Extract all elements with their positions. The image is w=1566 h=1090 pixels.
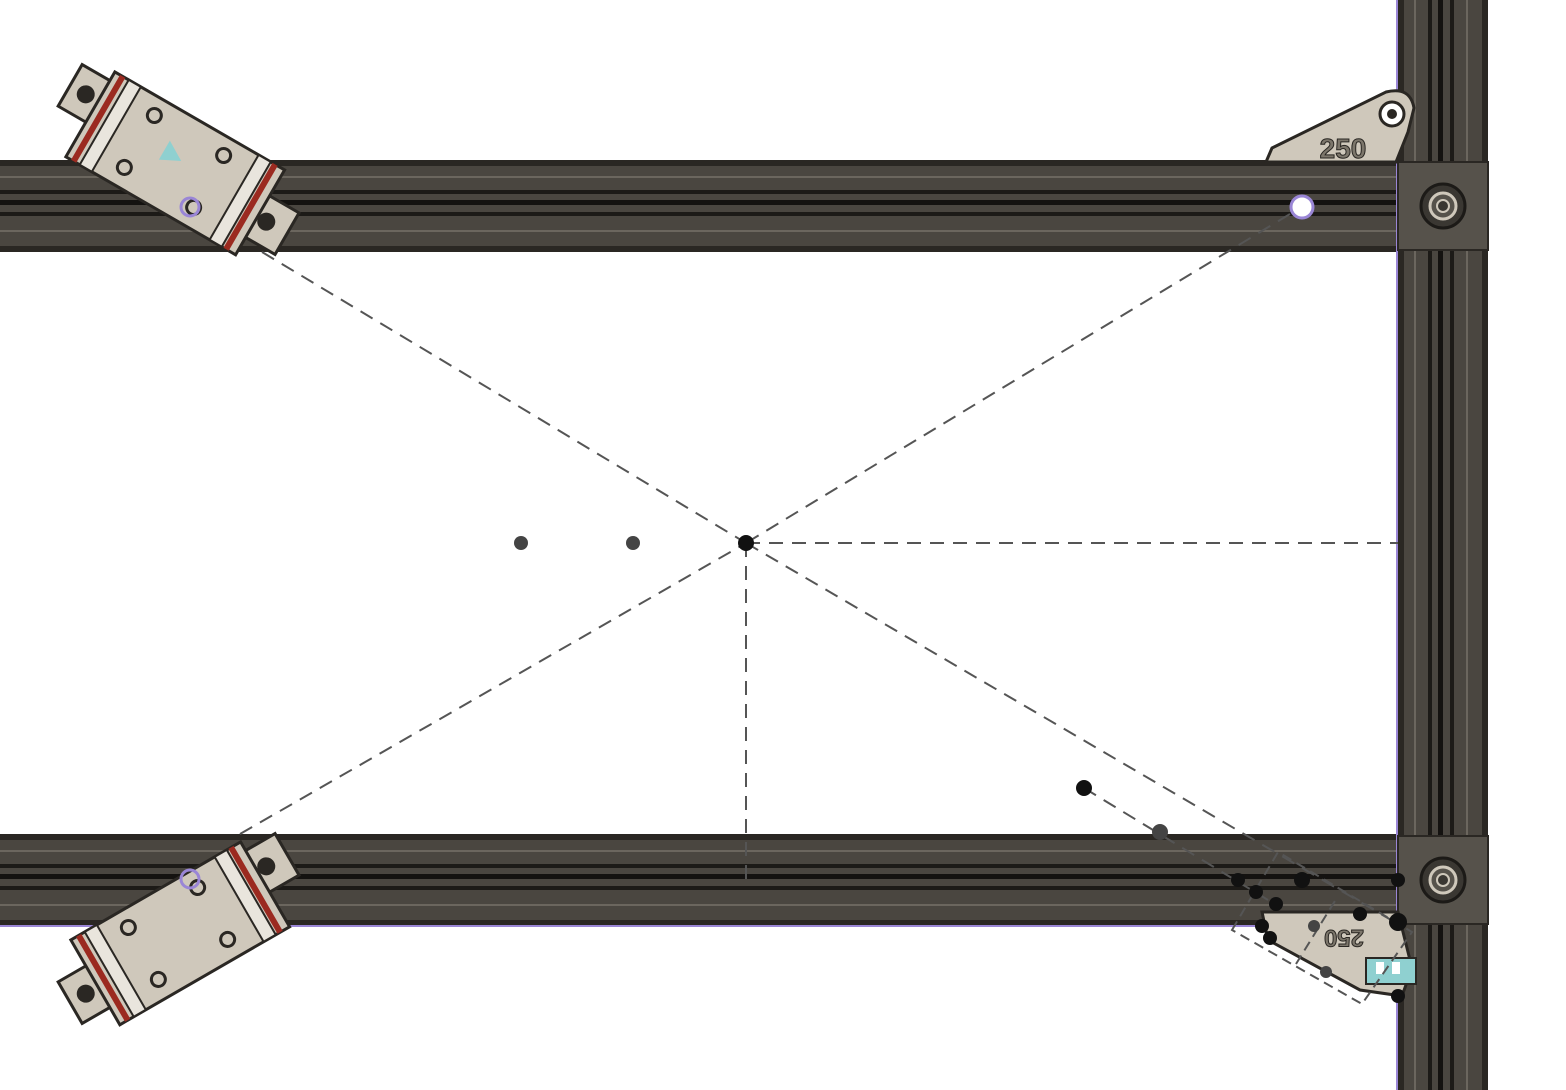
selected-anchor-points[interactable]	[179, 194, 1315, 890]
sketch-point-icon[interactable]	[1231, 873, 1245, 887]
sketch-point-icon[interactable]	[1308, 920, 1320, 932]
sketch-construction-lines[interactable]	[239, 213, 1399, 925]
sketch-point-icon[interactable]	[1076, 780, 1092, 796]
corner-bracket-bottom[interactable]: 250	[1230, 850, 1417, 1006]
corner-block-bottom[interactable]	[1397, 835, 1489, 925]
diagonal-bottom-left	[239, 542, 747, 835]
linear-rail-carriage-icon	[56, 831, 302, 1027]
short-diagonal-bracket	[1083, 787, 1269, 901]
anchor-point-top-right[interactable]	[1289, 194, 1315, 220]
bolt-head-icon	[1419, 182, 1467, 230]
corner-bracket-top[interactable]: 250	[1263, 89, 1416, 165]
sketch-point-icon[interactable]	[1263, 931, 1277, 945]
sketch-point-icon[interactable]	[1255, 919, 1269, 933]
sketch-point-icon[interactable]	[1389, 913, 1407, 931]
sketch-point-icon[interactable]	[1391, 873, 1405, 887]
sketch-point-icon[interactable]	[1152, 824, 1168, 840]
sketch-point-icon[interactable]	[1249, 885, 1263, 899]
origin-icon[interactable]	[738, 535, 754, 551]
bracket-label-bottom: 250	[1324, 924, 1364, 951]
anchor-point-bottom-left[interactable]	[179, 868, 201, 890]
sketch-point-icon[interactable]	[1353, 907, 1367, 921]
sketch-point-icon[interactable]	[1294, 872, 1310, 888]
diagonal-top-right	[745, 213, 1291, 544]
sketch-point-icon[interactable]	[1269, 897, 1283, 911]
vertical-extrusion[interactable]	[1396, 0, 1489, 1090]
sketch-points[interactable]	[514, 535, 1407, 1003]
teal-clip-icon	[1365, 957, 1417, 985]
bolt-head-icon	[1419, 856, 1467, 904]
sketch-point-icon[interactable]	[514, 536, 528, 550]
linear-rail-carriage-icon	[56, 62, 302, 257]
carriage-bottom-left[interactable]	[43, 825, 319, 1041]
sketch-point-icon[interactable]	[1391, 989, 1405, 1003]
corner-block-top[interactable]	[1397, 161, 1489, 251]
sketch-point-icon[interactable]	[1320, 966, 1332, 978]
carriage-top-left[interactable]	[38, 56, 314, 272]
bracket-label-top: 250	[1320, 133, 1367, 164]
diagonal-top-left	[261, 251, 747, 544]
diagonal-bottom-right	[745, 542, 1399, 925]
sketch-point-icon[interactable]	[626, 536, 640, 550]
anchor-point-top-left[interactable]	[179, 196, 201, 218]
